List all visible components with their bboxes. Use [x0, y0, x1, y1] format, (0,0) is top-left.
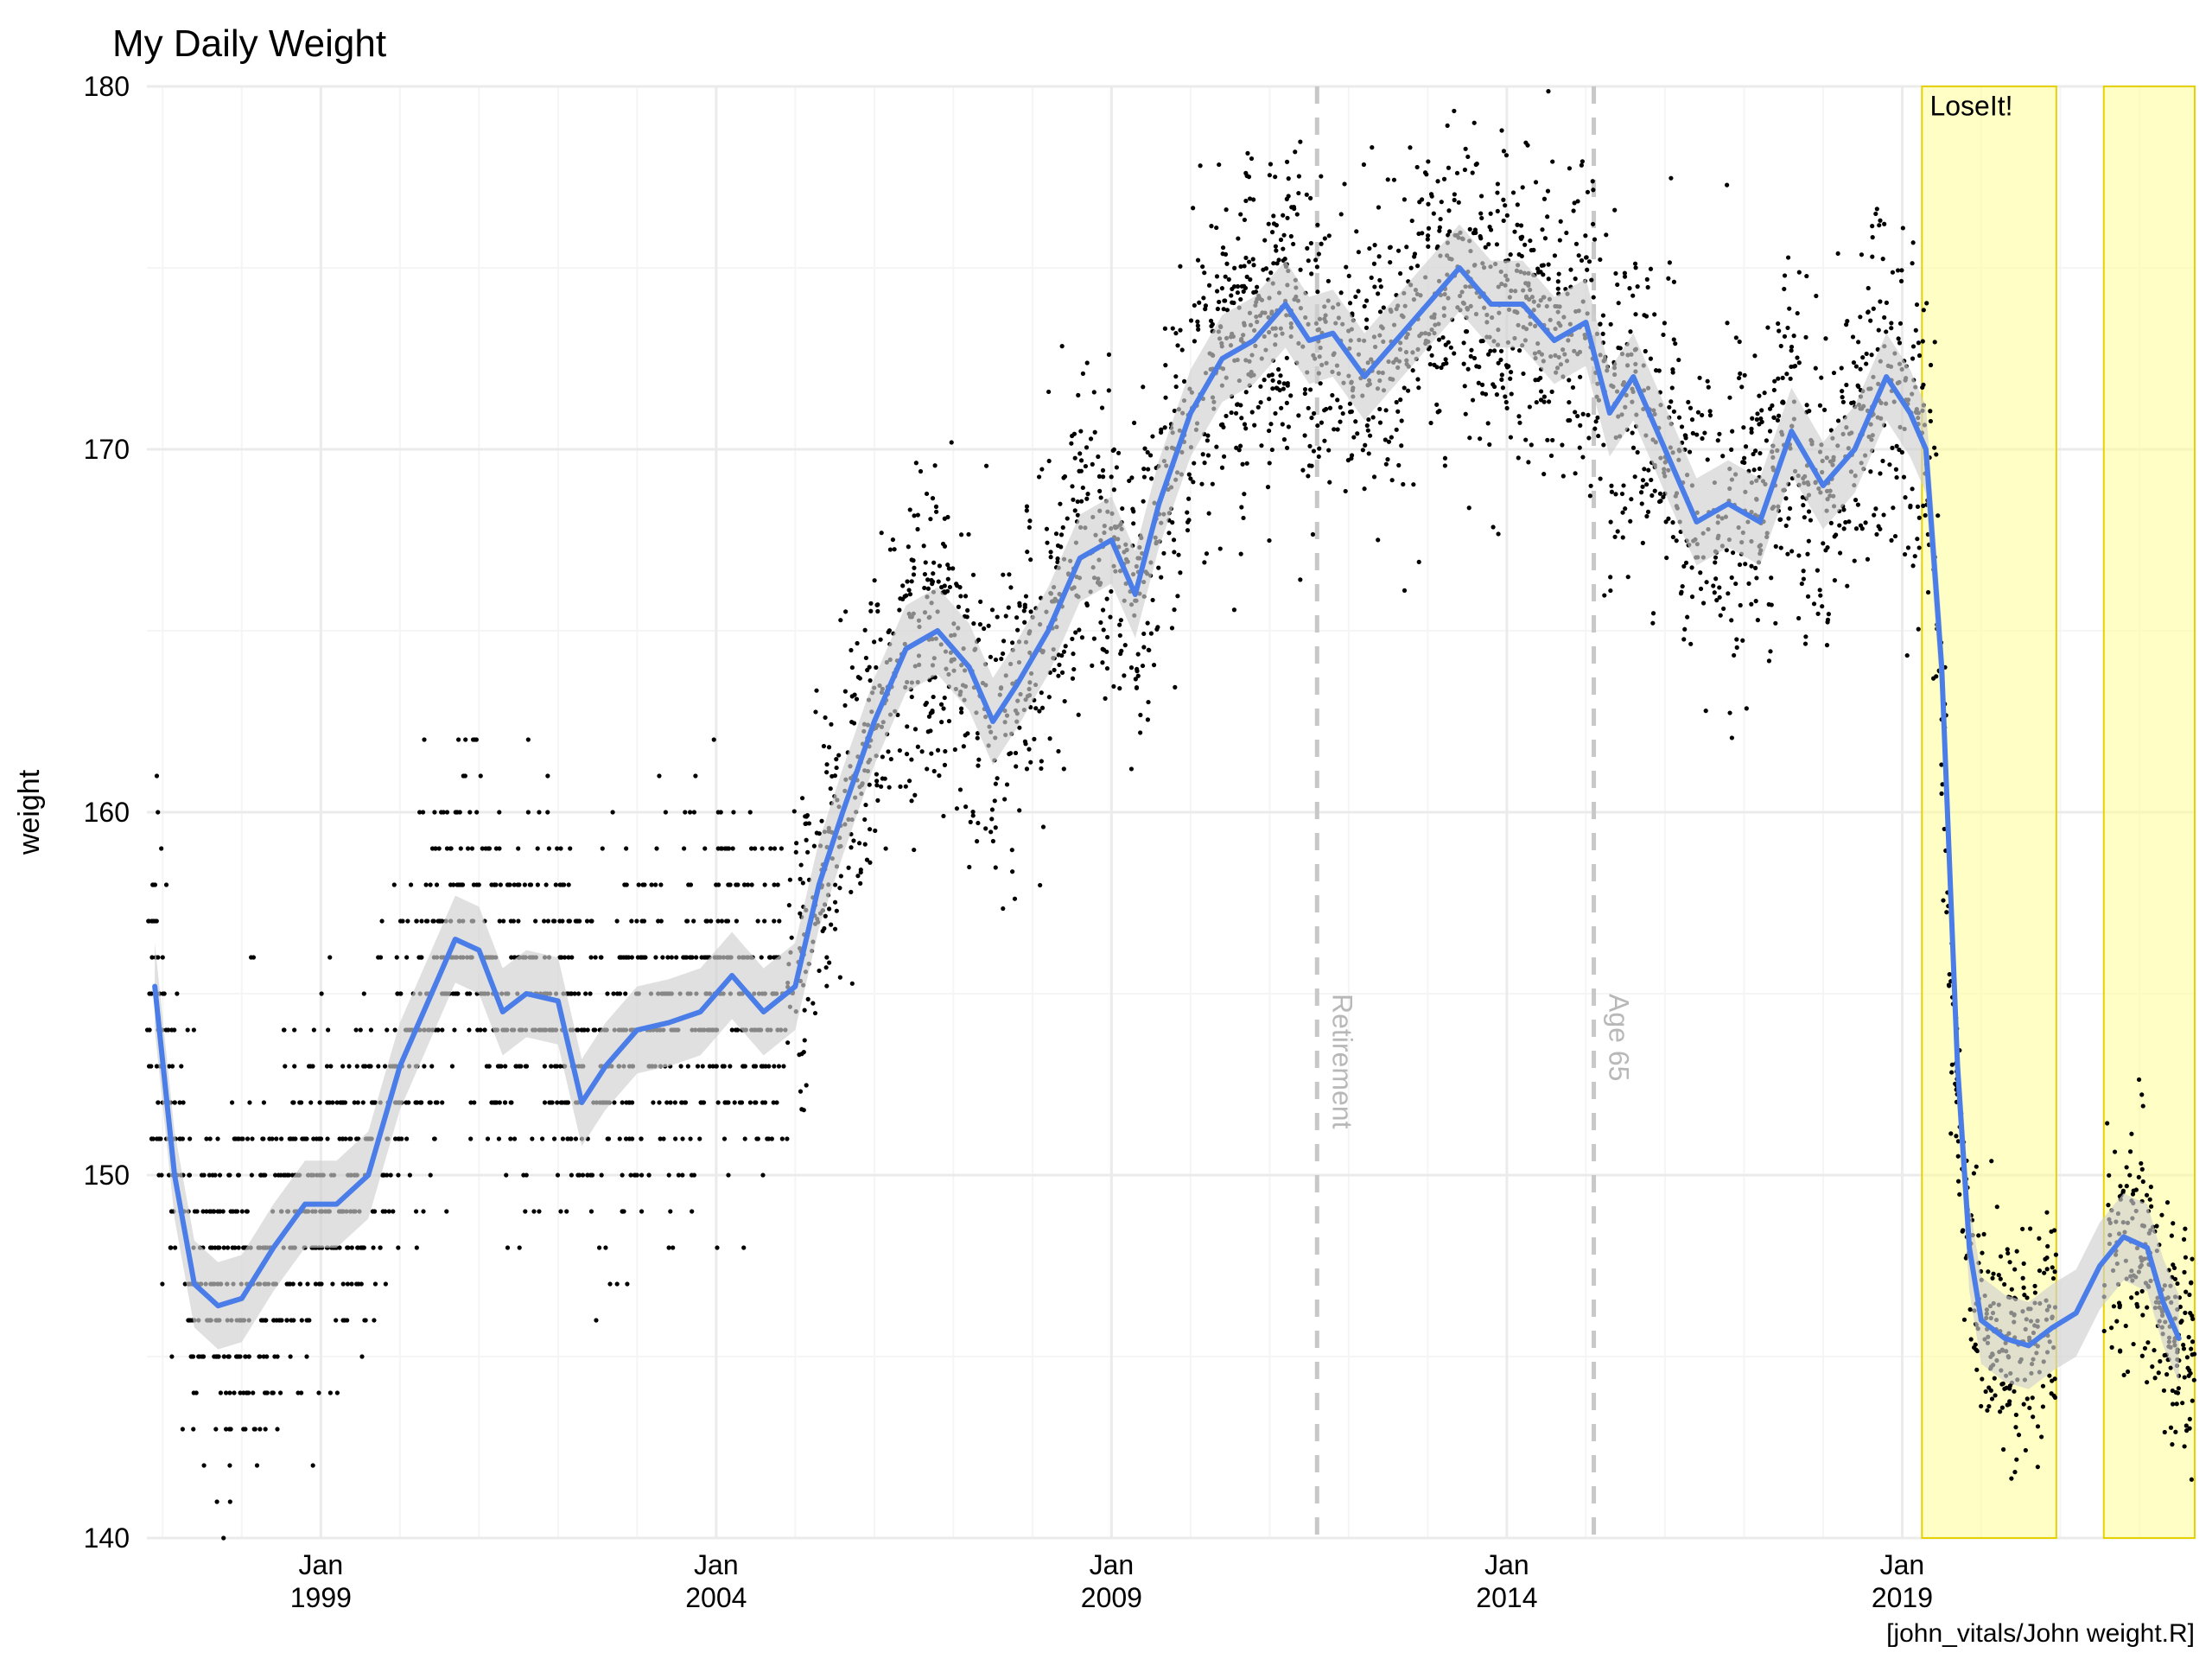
chart-svg: RetirementAge 65140150160170180Jan1999Ja…	[0, 0, 2212, 1659]
x-tick-label-month: Jan	[1484, 1549, 1529, 1580]
chart-caption: [john_vitals/John weight.R]	[1886, 1619, 2195, 1648]
x-tick-label-year: 2004	[685, 1582, 747, 1613]
y-tick-label: 180	[84, 71, 130, 102]
y-tick-label: 160	[84, 797, 130, 828]
y-tick-label: 140	[84, 1522, 130, 1554]
y-tick-label: 170	[84, 434, 130, 465]
reference-line-label: Age 65	[1604, 994, 1635, 1081]
x-tick-label-year: 1999	[290, 1582, 352, 1613]
highlight-label: LoseIt!	[1929, 91, 2012, 122]
y-axis-label: weight	[13, 769, 46, 855]
y-tick-label: 150	[84, 1160, 130, 1191]
reference-line-label: Retirement	[1326, 994, 1357, 1129]
weight-chart: RetirementAge 65140150160170180Jan1999Ja…	[0, 0, 2212, 1659]
x-tick-label-year: 2019	[1872, 1582, 1933, 1613]
x-tick-label-month: Jan	[299, 1549, 344, 1580]
x-tick-label-month: Jan	[1090, 1549, 1135, 1580]
x-tick-label-month: Jan	[694, 1549, 739, 1580]
chart-title: My Daily Weight	[112, 22, 386, 65]
x-tick-label-month: Jan	[1880, 1549, 1925, 1580]
x-tick-label-year: 2014	[1476, 1582, 1537, 1613]
x-tick-label-year: 2009	[1081, 1582, 1142, 1613]
